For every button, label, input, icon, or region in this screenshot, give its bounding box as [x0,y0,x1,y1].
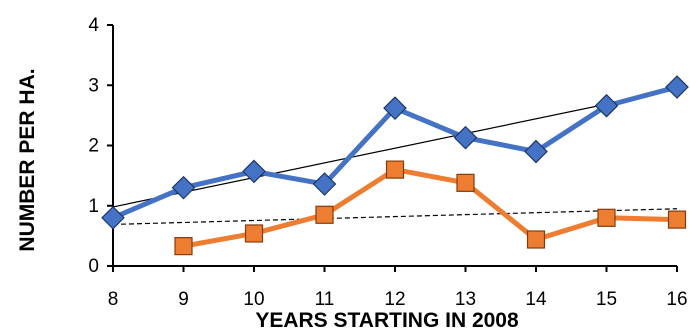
x-tick-label: 9 [178,289,189,310]
series-line-2 [183,167,678,249]
series-2-point [174,237,193,256]
axes-group [112,25,677,267]
trendlines-group [112,88,678,226]
x-tick-label: 10 [243,289,264,310]
series-2-point [456,173,475,192]
x-tick-label: 12 [384,289,405,310]
x-axis-title: YEARS STARTING IN 2008 [255,309,519,329]
series-2-point [526,230,546,249]
markers-group [101,75,689,256]
x-tick-label: 14 [525,289,547,310]
series-2-point [597,208,616,227]
y-tick-label: 3 [88,75,99,96]
series-1-point [171,175,196,200]
y-ticks-group: 0 1 2 3 4 [88,15,113,277]
x-tick-label: 15 [596,289,617,310]
series-1-point [383,96,407,120]
series-1-point [242,159,266,184]
x-tick-label: 8 [108,289,119,310]
series-2-point [385,160,405,179]
trendline-1 [112,88,678,208]
x-tick-label: 11 [315,289,335,310]
series-2-point [244,224,264,243]
series-1-point [665,75,689,99]
series-1-point [101,205,125,230]
series-1-point [312,172,337,196]
series-1-point [594,93,619,118]
y-axis-title: NUMBER PER HA. [16,68,39,251]
trendline-2 [112,208,678,226]
series-2-point [315,205,334,224]
y-tick-label: 0 [88,256,99,277]
series-2-point [667,210,687,229]
series-1-point [524,139,548,164]
y-tick-label: 2 [88,136,99,157]
x-ticks-group: 8 9 10 11 12 13 14 15 16 [108,266,688,310]
y-tick-label: 1 [88,196,99,217]
y-tick-label: 4 [88,15,99,36]
x-tick-label: 13 [455,289,476,310]
x-tick-label: 16 [666,289,687,310]
series-1-point [453,125,478,150]
